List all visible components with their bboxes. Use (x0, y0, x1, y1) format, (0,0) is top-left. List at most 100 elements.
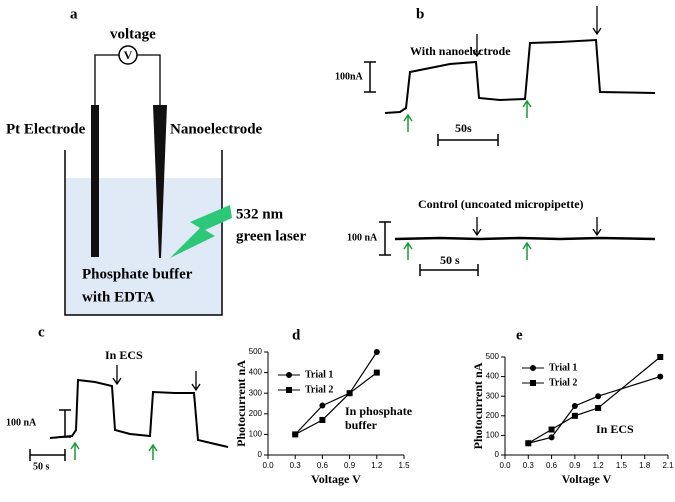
annotation: buffer (345, 418, 378, 432)
laser-label: green laser (236, 228, 306, 244)
x-tick-label: 1.2 (371, 461, 383, 470)
annotation: In ECS (596, 422, 634, 436)
y-tick-label: 300 (486, 391, 500, 400)
arrow (112, 365, 201, 392)
scale-label: 100 nA (6, 417, 37, 428)
laser-label: 532 nm (236, 206, 284, 222)
panel-label: c (38, 324, 45, 340)
legend-marker (286, 372, 292, 378)
legend-label: Trial 2 (305, 384, 333, 395)
y-tick-label: 100 (249, 430, 263, 439)
legend-marker (530, 365, 536, 371)
x-tick-label: 1.5 (398, 461, 410, 470)
x-tick-label: 2.1 (662, 461, 674, 470)
marker (548, 426, 555, 433)
laser (170, 205, 232, 258)
trace (384, 38, 656, 114)
x-tick-label: 0.6 (546, 461, 558, 470)
nano-label: Nanoelectrode (170, 121, 263, 137)
nanoelectrode (153, 105, 167, 258)
scale-label: 50 s (33, 461, 50, 472)
series-line (294, 372, 378, 435)
meter-label: V (124, 48, 133, 62)
legend-label: Trial 1 (305, 369, 333, 380)
marker (292, 431, 299, 438)
scale-bar (29, 449, 66, 461)
x-tick-label: 0.0 (499, 461, 511, 470)
annotation: In phosphate (345, 404, 413, 418)
pt-electrode (91, 105, 99, 257)
scale-bar (59, 409, 71, 438)
scale-bar (364, 61, 376, 93)
marker (346, 390, 353, 397)
marker (525, 440, 532, 447)
y-tick-label: 500 (249, 347, 263, 356)
x-tick-label: 0.9 (569, 461, 581, 470)
x-axis-label: Voltage V (311, 472, 361, 486)
x-tick-label: 0.3 (290, 461, 302, 470)
y-tick-label: 300 (249, 388, 263, 397)
marker (373, 349, 380, 355)
marker (319, 416, 326, 423)
y-axis-label: Photocurrent nA (471, 362, 485, 449)
voltmeter (118, 45, 138, 65)
arrow (472, 217, 602, 237)
scale-label: 50s (455, 121, 472, 135)
marker (595, 393, 602, 400)
wire (94, 54, 161, 108)
y-tick-label: 100 (486, 431, 500, 440)
legend-label: Trial 2 (549, 377, 577, 388)
marker (571, 412, 578, 419)
x-tick-label: 0.6 (317, 461, 329, 470)
legend-marker (530, 380, 536, 386)
trace (49, 378, 229, 448)
arrow (472, 6, 602, 58)
panel-label: e (516, 327, 523, 343)
marker (373, 369, 380, 376)
y-tick-label: 0 (495, 450, 500, 459)
arrow (403, 99, 532, 132)
pt-label: Pt Electrode (6, 121, 86, 137)
panel-label: b (416, 6, 424, 22)
buffer-label: Phosphate buffer (82, 266, 193, 282)
trace-title: In ECS (105, 348, 143, 362)
scale-bar (379, 221, 391, 256)
scale-bar (437, 134, 499, 146)
marker (548, 434, 555, 441)
y-tick-label: 400 (249, 368, 263, 377)
x-tick-label: 1.8 (639, 461, 651, 470)
panel-label: d (292, 327, 301, 343)
y-tick-label: 200 (249, 409, 263, 418)
arrow (403, 241, 532, 260)
marker (319, 402, 326, 409)
legend-label: Trial 1 (549, 362, 577, 373)
y-tick-label: 500 (486, 352, 500, 361)
buffer-label: with EDTA (82, 289, 155, 305)
trace (394, 236, 656, 241)
y-tick-label: 0 (258, 450, 263, 459)
series-line (294, 351, 378, 435)
y-tick-label: 200 (486, 411, 500, 420)
marker (595, 404, 602, 411)
marker (657, 373, 664, 380)
scale-label: 100nA (335, 71, 364, 82)
y-axis-label: Photocurrent nA (234, 360, 248, 447)
scale-bar (419, 264, 479, 276)
x-tick-label: 0.0 (262, 461, 274, 470)
trace-title: Control (uncoated micropipette) (418, 197, 584, 211)
scale-label: 100 nA (347, 232, 378, 243)
x-tick-label: 1.5 (616, 461, 628, 470)
marker (571, 403, 578, 409)
y-tick-label: 400 (486, 372, 500, 381)
x-tick-label: 1.2 (593, 461, 605, 470)
legend-marker (286, 387, 292, 393)
x-axis-label: Voltage V (562, 472, 612, 486)
marker (657, 354, 664, 360)
voltage-label: voltage (110, 26, 156, 42)
scale-label: 50 s (440, 253, 460, 267)
trace-title: With nanoelectrode (410, 44, 511, 58)
arrow (70, 441, 158, 460)
beaker (64, 150, 223, 316)
x-tick-label: 0.3 (523, 461, 535, 470)
